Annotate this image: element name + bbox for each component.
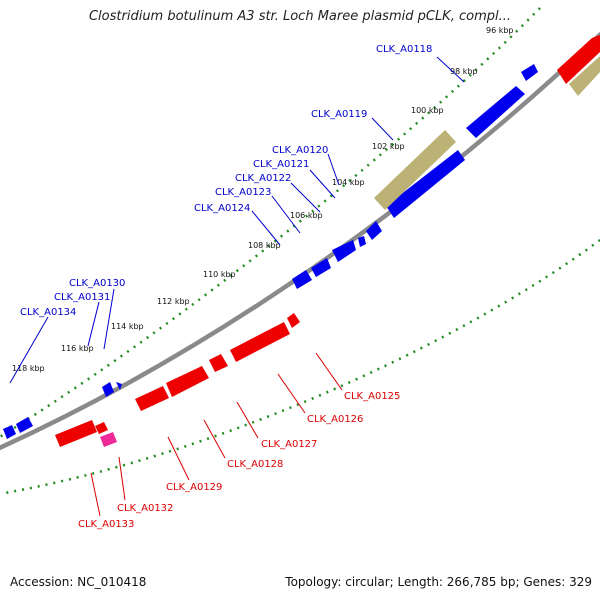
tick-104: 104 kbp bbox=[332, 178, 365, 187]
gene-arrow-rev[interactable] bbox=[166, 366, 209, 397]
gene-arrow-fwd[interactable] bbox=[332, 240, 356, 262]
tick-108: 108 kbp bbox=[248, 241, 281, 250]
tick-114: 114 kbp bbox=[111, 322, 144, 331]
gene-label-CLK_A0133[interactable]: CLK_A0133 bbox=[78, 519, 134, 530]
tick-100: 100 kbp bbox=[411, 106, 444, 115]
feature-block[interactable] bbox=[374, 130, 456, 210]
gene-label-CLK_A0125[interactable]: CLK_A0125 bbox=[344, 391, 400, 402]
gene-arrow-fwd[interactable] bbox=[358, 236, 366, 247]
gene-arrow-fwd[interactable] bbox=[386, 150, 465, 218]
gene-label-CLK_A0132[interactable]: CLK_A0132 bbox=[117, 503, 173, 514]
tick-102: 102 kbp bbox=[372, 142, 405, 151]
tick-98: 98 kbp bbox=[450, 67, 478, 76]
gene-arrow-fwd[interactable] bbox=[116, 382, 122, 390]
pseudogene-block[interactable] bbox=[100, 432, 117, 447]
forward-leader-lines bbox=[9, 56, 465, 384]
tick-116: 116 kbp bbox=[61, 344, 94, 353]
gene-label-CLK_A0128[interactable]: CLK_A0128 bbox=[227, 459, 283, 470]
topology-text: Topology: circular; Length: 266,785 bp; … bbox=[285, 575, 592, 589]
reverse-strand-genes bbox=[55, 35, 600, 447]
gene-arrow-rev[interactable] bbox=[209, 354, 228, 372]
gene-label-CLK_A0131[interactable]: CLK_A0131 bbox=[54, 292, 110, 303]
gene-arrow-rev[interactable] bbox=[230, 322, 290, 362]
gene-label-CLK_A0123[interactable]: CLK_A0123 bbox=[215, 187, 271, 198]
gene-label-CLK_A0118[interactable]: CLK_A0118 bbox=[376, 44, 432, 55]
reverse-leader-lines bbox=[90, 352, 343, 517]
gene-arrow-rev[interactable] bbox=[557, 35, 600, 84]
gene-label-CLK_A0119[interactable]: CLK_A0119 bbox=[311, 109, 367, 120]
forward-strand-genes bbox=[3, 64, 538, 439]
gene-arrow-rev[interactable] bbox=[135, 386, 169, 411]
tick-118: 118 kbp bbox=[12, 364, 45, 373]
gene-label-CLK_A0120[interactable]: CLK_A0120 bbox=[272, 145, 328, 156]
map-title: Clostridium botulinum A3 str. Loch Maree… bbox=[88, 9, 511, 24]
gene-arrow-rev[interactable] bbox=[95, 422, 108, 434]
gene-arrow-fwd[interactable] bbox=[466, 86, 525, 138]
gene-label-CLK_A0127[interactable]: CLK_A0127 bbox=[261, 439, 317, 450]
gene-label-CLK_A0126[interactable]: CLK_A0126 bbox=[307, 414, 363, 425]
gene-arrow-rev[interactable] bbox=[55, 420, 97, 447]
gene-arrow-fwd[interactable] bbox=[3, 425, 16, 439]
other-features bbox=[374, 56, 600, 210]
tick-110: 110 kbp bbox=[203, 270, 236, 279]
gene-label-CLK_A0130[interactable]: CLK_A0130 bbox=[69, 278, 125, 289]
gene-arrow-fwd[interactable] bbox=[521, 64, 538, 81]
gene-arrow-fwd[interactable] bbox=[292, 270, 312, 289]
gene-arrow-fwd[interactable] bbox=[311, 258, 331, 277]
gene-arrow-fwd[interactable] bbox=[102, 382, 114, 397]
tick-106: 106 kbp bbox=[290, 211, 323, 220]
gene-arrow-fwd[interactable] bbox=[16, 417, 33, 433]
gene-label-CLK_A0129[interactable]: CLK_A0129 bbox=[166, 482, 222, 493]
feature-block[interactable] bbox=[569, 56, 600, 96]
gene-label-CLK_A0124[interactable]: CLK_A0124 bbox=[194, 203, 250, 214]
gene-label-CLK_A0134[interactable]: CLK_A0134 bbox=[20, 307, 76, 318]
gene-label-CLK_A0122[interactable]: CLK_A0122 bbox=[235, 173, 291, 184]
tick-112: 112 kbp bbox=[157, 297, 190, 306]
gene-arrow-fwd[interactable] bbox=[366, 221, 382, 240]
tick-label-partial: 96 kbp bbox=[486, 26, 514, 35]
accession-text: Accession: NC_010418 bbox=[10, 575, 147, 589]
gene-label-CLK_A0121[interactable]: CLK_A0121 bbox=[253, 159, 309, 170]
gene-arrow-rev[interactable] bbox=[287, 313, 300, 328]
